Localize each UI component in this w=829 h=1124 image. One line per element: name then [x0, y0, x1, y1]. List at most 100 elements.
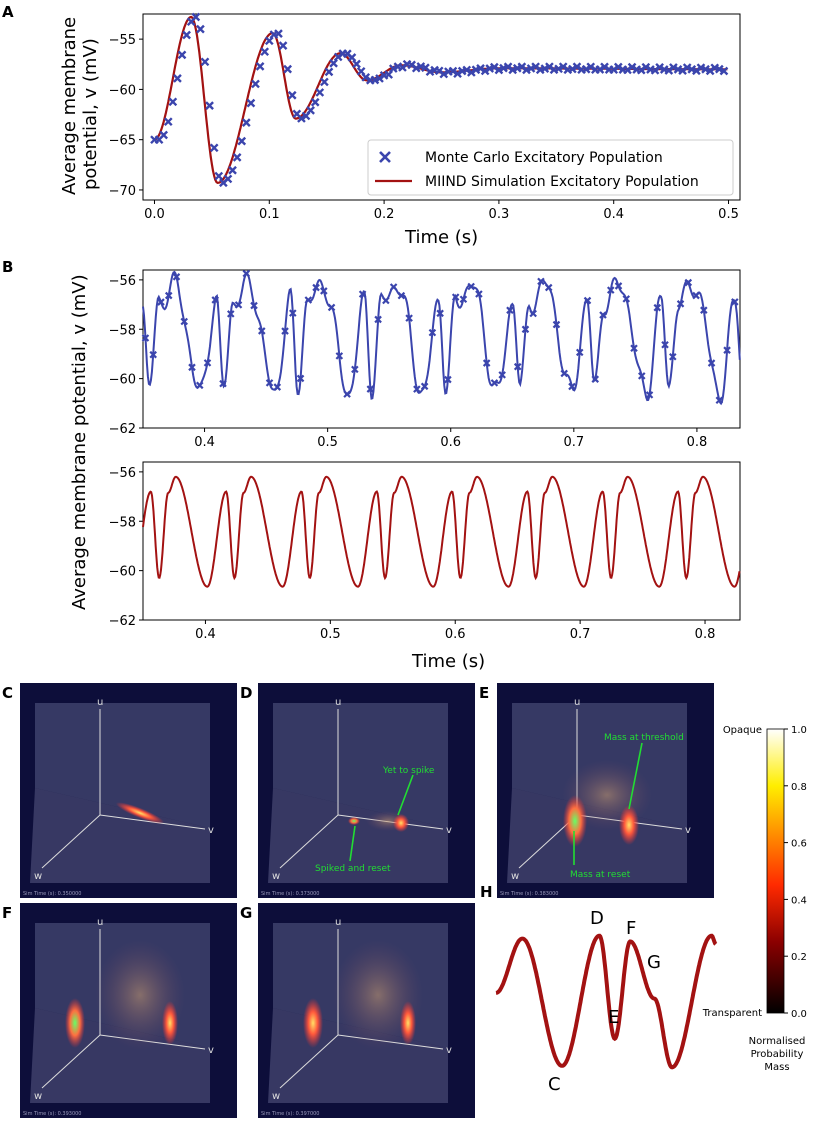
panel-h-label-g: G [647, 952, 661, 973]
panel-a-legend [367, 139, 734, 196]
sim-panels: Cu v w Sim Time (s): 0.350000 Du v w Sim Time (… [2, 683, 714, 1118]
axis-u-label: u [574, 697, 580, 708]
monte-carlo-series-line [142, 270, 741, 406]
sim-panel-d: Du v w Sim Time (s): 0.373000 Yet to spike Sp… [240, 683, 475, 898]
cube-floor-plane [268, 788, 448, 883]
monte-carlo-marker [327, 303, 336, 312]
monte-carlo-marker [382, 296, 390, 305]
ytick-label: −55 [109, 33, 136, 48]
monte-carlo-marker [498, 371, 506, 379]
panel-letter-e: E [479, 684, 489, 702]
panel-h-label-d: D [590, 908, 604, 929]
monte-carlo-marker [304, 296, 313, 304]
probability-mass-reset-blob [65, 998, 85, 1048]
monte-carlo-marker [560, 369, 569, 378]
xtick-label: 0.8 [687, 435, 708, 450]
probability-mass-threshold-blob [162, 1001, 178, 1045]
monte-carlo-marker [226, 310, 235, 318]
annotation-yet-to-spike: Yet to spike [382, 766, 435, 776]
monte-carlo-marker [188, 363, 196, 372]
monte-carlo-marker [343, 390, 351, 398]
monte-carlo-marker [707, 359, 716, 367]
monte-carlo-marker [715, 396, 724, 405]
panel-b-bottom-yticks: −56 −58 −60 −62 [109, 466, 143, 629]
monte-carlo-marker [246, 98, 256, 108]
monte-carlo-marker [719, 66, 729, 76]
monte-carlo-marker [228, 165, 237, 175]
monte-carlo-marker [274, 29, 283, 38]
xtick-label: 0.0 [144, 207, 165, 222]
xtick-label: 0.7 [570, 627, 591, 642]
axis-v-label: v [208, 825, 214, 836]
axis-v-label: v [208, 1045, 214, 1056]
monte-carlo-marker [242, 269, 251, 278]
monte-carlo-marker [606, 286, 615, 294]
colorbar-tick-label: 0.6 [791, 839, 807, 850]
monte-carlo-marker [552, 320, 561, 329]
legend-entry-monte-carlo: Monte Carlo Excitatory Population [379, 150, 663, 166]
monte-carlo-marker [613, 62, 623, 72]
monte-carlo-marker [595, 65, 605, 74]
monte-carlo-marker [554, 64, 563, 74]
monte-carlo-marker [506, 306, 514, 315]
probability-mass-threshold-blob [619, 805, 639, 845]
monte-carlo-marker [157, 298, 165, 306]
monte-carlo-marker [388, 64, 398, 73]
xtick-label: 0.8 [695, 627, 716, 642]
panel-h-label-f: F [626, 918, 636, 939]
monte-carlo-marker [232, 153, 242, 162]
miind-series-line [142, 475, 741, 588]
monte-carlo-marker [653, 303, 662, 312]
monte-carlo-marker [669, 352, 677, 361]
monte-carlo-marker [324, 67, 334, 77]
monte-carlo-marker [265, 379, 274, 387]
monte-carlo-marker [490, 379, 499, 387]
monte-carlo-marker [714, 64, 724, 74]
panel-letter-d: D [240, 684, 252, 702]
monte-carlo-marker [581, 64, 591, 74]
xtick-label: 0.7 [563, 435, 584, 450]
xtick-label: 0.5 [320, 627, 341, 642]
monte-carlo-marker [191, 12, 201, 22]
monte-carlo-marker [413, 385, 421, 393]
monte-carlo-marker [583, 296, 592, 305]
annotation-arrow [349, 825, 356, 862]
monte-carlo-marker [281, 327, 289, 335]
ytick-label: −58 [109, 515, 136, 530]
monte-carlo-marker [310, 97, 320, 107]
colorbar-tick-label: 0.4 [791, 895, 807, 906]
monte-carlo-marker [159, 130, 169, 140]
monte-carlo-marker [451, 293, 460, 301]
monte-carlo-marker [676, 300, 685, 308]
monte-carlo-marker [297, 114, 306, 123]
monte-carlo-marker [575, 348, 584, 357]
monte-carlo-marker [480, 66, 490, 76]
sim-panel-c: Cu v w Sim Time (s): 0.350000 [2, 683, 237, 898]
legend-entry-miind: MIIND Simulation Excitatory Population [375, 174, 699, 190]
probability-mass-blob [393, 814, 409, 832]
monte-carlo-marker [669, 63, 678, 72]
panel-b-top-yticks: −56 −58 −60 −62 [109, 274, 143, 437]
annotation-arrow [628, 742, 643, 810]
monte-carlo-marker [141, 334, 150, 342]
sim-time-label: Sim Time (s): 0.350000 [23, 891, 82, 897]
axis-w-line [41, 814, 101, 869]
axis-v-label: v [685, 825, 691, 836]
monte-carlo-marker [172, 273, 181, 281]
monte-carlo-marker [448, 66, 458, 76]
panel-b-bottom-frame [142, 461, 741, 621]
axis-u-label: u [97, 697, 103, 708]
axis-w-line [279, 1034, 339, 1089]
monte-carlo-marker [289, 309, 297, 317]
monte-carlo-marker [251, 79, 260, 89]
monte-carlo-marker [389, 283, 398, 291]
sim-panel-f: Fu v w Sim Time (s): 0.393000 [2, 903, 237, 1118]
monte-carlo-marker [351, 365, 359, 374]
monte-carlo-marker [630, 344, 638, 352]
probability-mass-blob [115, 802, 165, 824]
monte-carlo-marker [374, 315, 382, 324]
panel-a-frame [142, 13, 741, 201]
xtick-label: 0.6 [440, 435, 461, 450]
panel-a-ylabel-line2: potential, v (mV) [80, 38, 101, 190]
monte-carlo-marker [283, 64, 293, 74]
